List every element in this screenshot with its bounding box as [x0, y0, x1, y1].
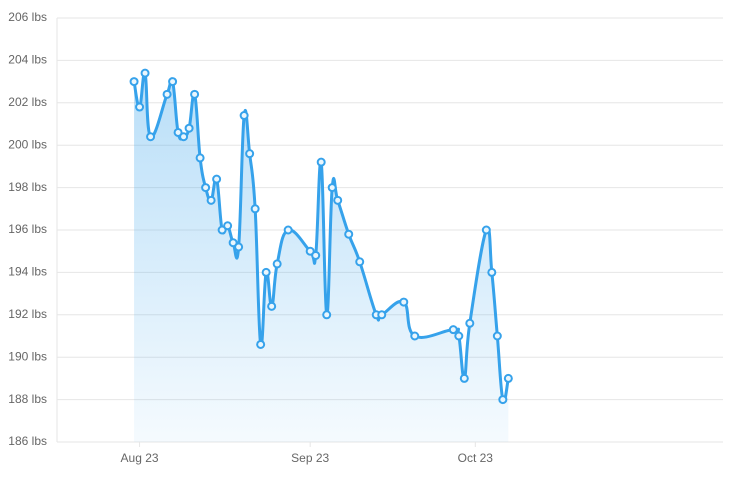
point: [498, 395, 508, 405]
point: [261, 267, 271, 277]
point: [245, 149, 255, 159]
y-tick-label: 198 lbs: [8, 180, 47, 194]
point: [256, 339, 266, 349]
point: [173, 127, 183, 137]
point: [333, 195, 343, 205]
point: [228, 238, 238, 248]
y-tick-label: 200 lbs: [8, 137, 47, 151]
point: [283, 225, 293, 235]
point: [184, 123, 194, 133]
y-tick-label: 192 lbs: [8, 307, 47, 321]
y-tick-label: 206 lbs: [8, 10, 47, 24]
point: [355, 257, 365, 267]
point: [129, 77, 139, 87]
x-tick-label: Oct 23: [458, 451, 494, 465]
y-tick-label: 202 lbs: [8, 95, 47, 109]
point: [146, 132, 156, 142]
point: [481, 225, 491, 235]
point: [503, 373, 513, 383]
point: [168, 77, 178, 87]
point: [459, 373, 469, 383]
point: [140, 68, 150, 78]
point: [377, 310, 387, 320]
point: [267, 301, 277, 311]
y-tick-label: 190 lbs: [8, 349, 47, 363]
point: [327, 183, 337, 193]
point: [201, 183, 211, 193]
point: [234, 242, 244, 252]
point: [465, 318, 475, 328]
point: [410, 331, 420, 341]
point: [206, 195, 216, 205]
point: [217, 225, 227, 235]
point: [272, 259, 282, 269]
y-tick-label: 186 lbs: [8, 434, 47, 448]
area: [134, 72, 509, 443]
point: [190, 89, 200, 99]
y-tick-label: 188 lbs: [8, 392, 47, 406]
point: [399, 297, 409, 307]
y-tick-label: 196 lbs: [8, 222, 47, 236]
point: [239, 111, 249, 121]
point: [487, 267, 497, 277]
point: [344, 229, 354, 239]
x-tick-label: Aug 23: [121, 451, 159, 465]
y-tick-label: 204 lbs: [8, 53, 47, 67]
y-tick-label: 194 lbs: [8, 265, 47, 279]
point: [162, 89, 172, 99]
point: [492, 331, 502, 341]
x-tick-label: Sep 23: [291, 451, 329, 465]
point: [250, 204, 260, 214]
point: [322, 310, 332, 320]
point: [454, 331, 464, 341]
point: [223, 221, 233, 231]
point: [195, 153, 205, 163]
point: [212, 174, 222, 184]
point: [135, 102, 145, 112]
point: [305, 246, 315, 256]
point: [311, 250, 321, 260]
point: [316, 157, 326, 167]
point: [448, 325, 458, 335]
point: [179, 132, 189, 142]
